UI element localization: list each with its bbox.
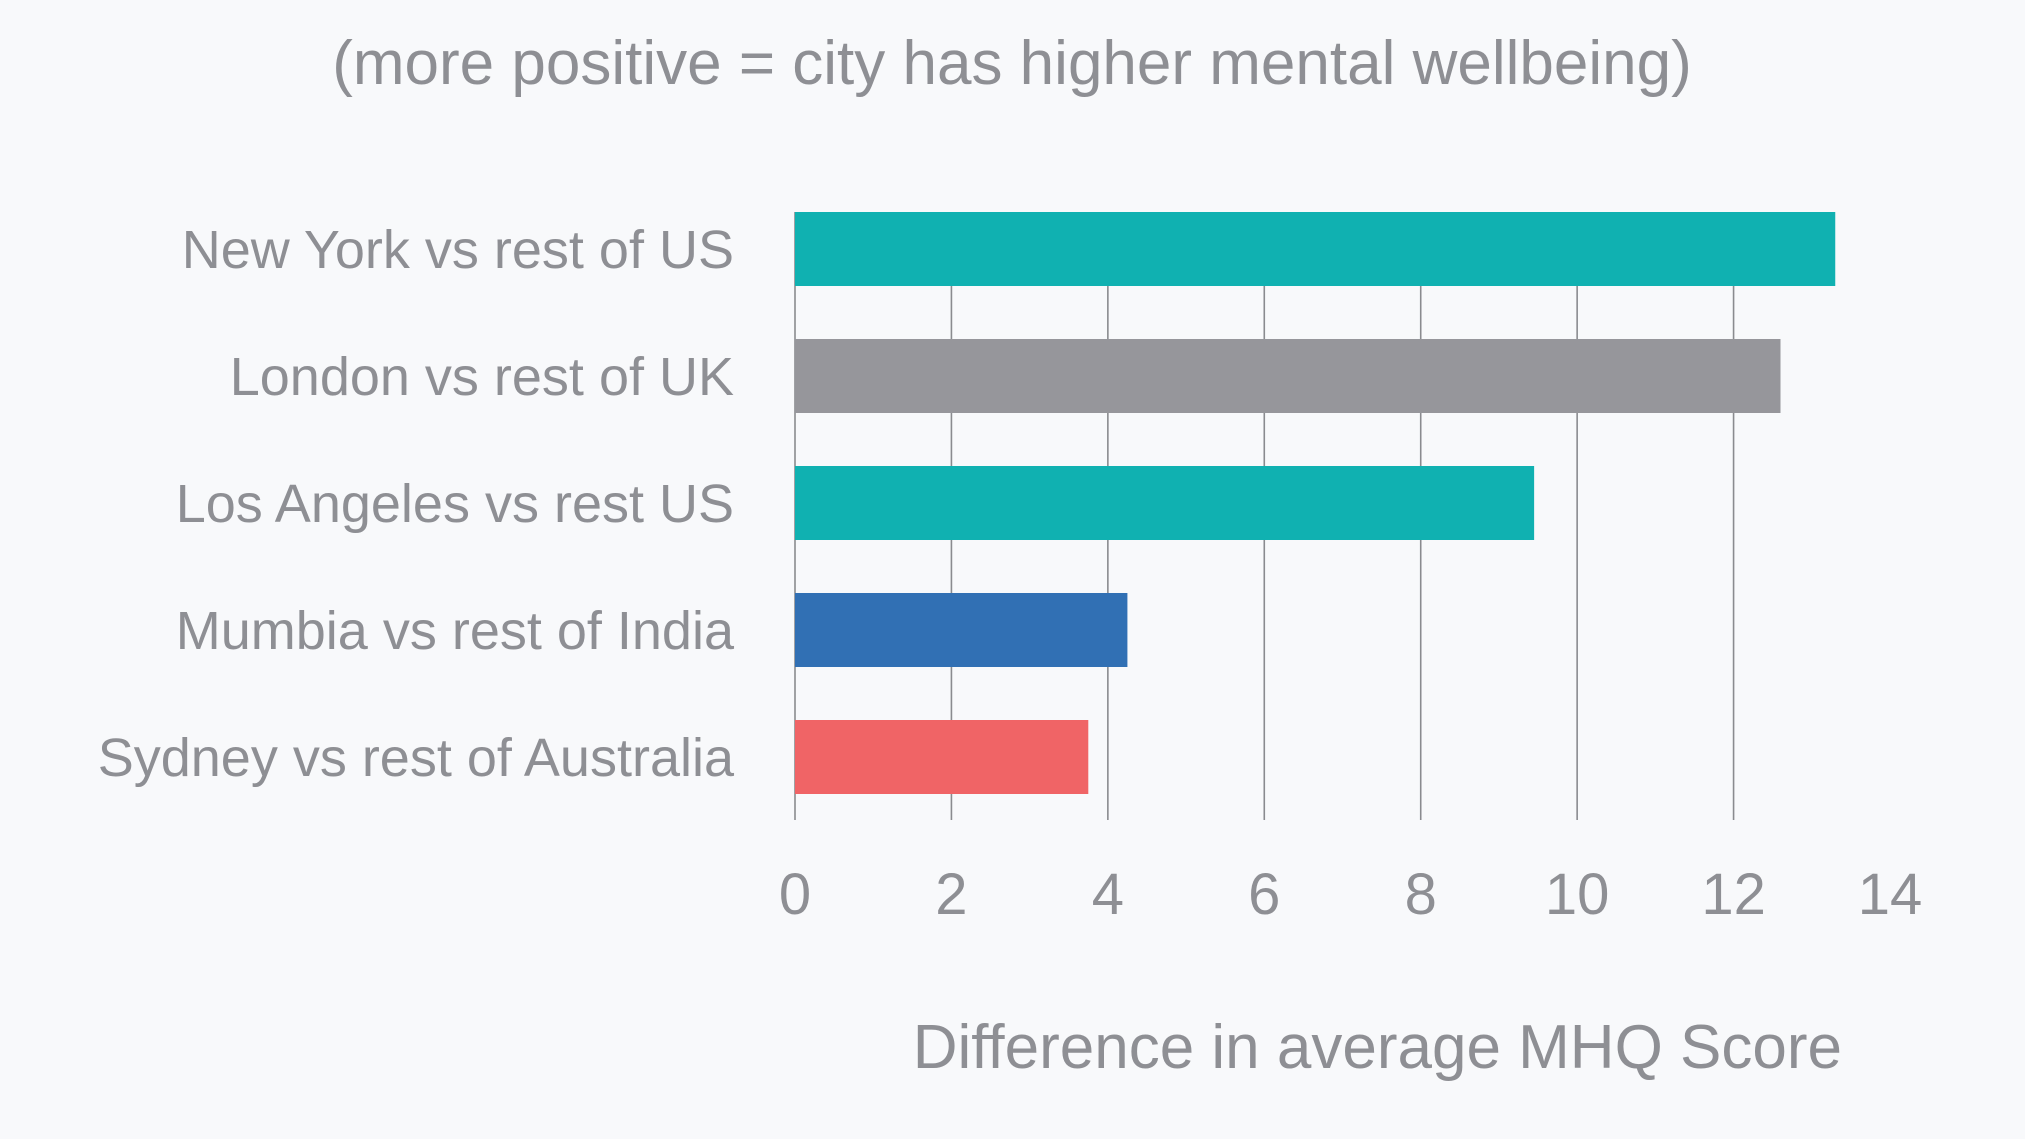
x-tick-label-4: 4 xyxy=(1092,862,1124,927)
x-tick-labels: 0 2 4 6 8 10 12 14 xyxy=(779,862,1922,927)
x-tick-label-12: 12 xyxy=(1701,862,1766,927)
x-tick-label-14: 14 xyxy=(1858,862,1923,927)
category-label-1: New York vs rest of US xyxy=(182,220,734,280)
category-label-2: London vs rest of UK xyxy=(230,347,734,407)
x-axis-title: Difference in average MHQ Score xyxy=(913,1013,1842,1082)
x-tick-label-0: 0 xyxy=(779,862,811,927)
bar-5 xyxy=(795,720,1089,794)
x-tick-label-10: 10 xyxy=(1545,862,1610,927)
x-tick-label-8: 8 xyxy=(1405,862,1437,927)
bar-4 xyxy=(795,593,1128,667)
x-tick-label-6: 6 xyxy=(1248,862,1280,927)
x-tick-label-2: 2 xyxy=(935,862,967,927)
category-labels: New York vs rest of US London vs rest of … xyxy=(98,220,735,788)
chart-subtitle: (more positive = city has higher mental … xyxy=(332,29,1691,98)
category-label-5: Sydney vs rest of Australia xyxy=(98,728,735,788)
bar-2 xyxy=(795,339,1781,413)
category-label-4: Mumbia vs rest of India xyxy=(176,601,735,661)
bar-3 xyxy=(795,466,1535,540)
bars xyxy=(795,212,1836,794)
category-label-3: Los Angeles vs rest US xyxy=(176,474,734,534)
bar-1 xyxy=(795,212,1836,286)
